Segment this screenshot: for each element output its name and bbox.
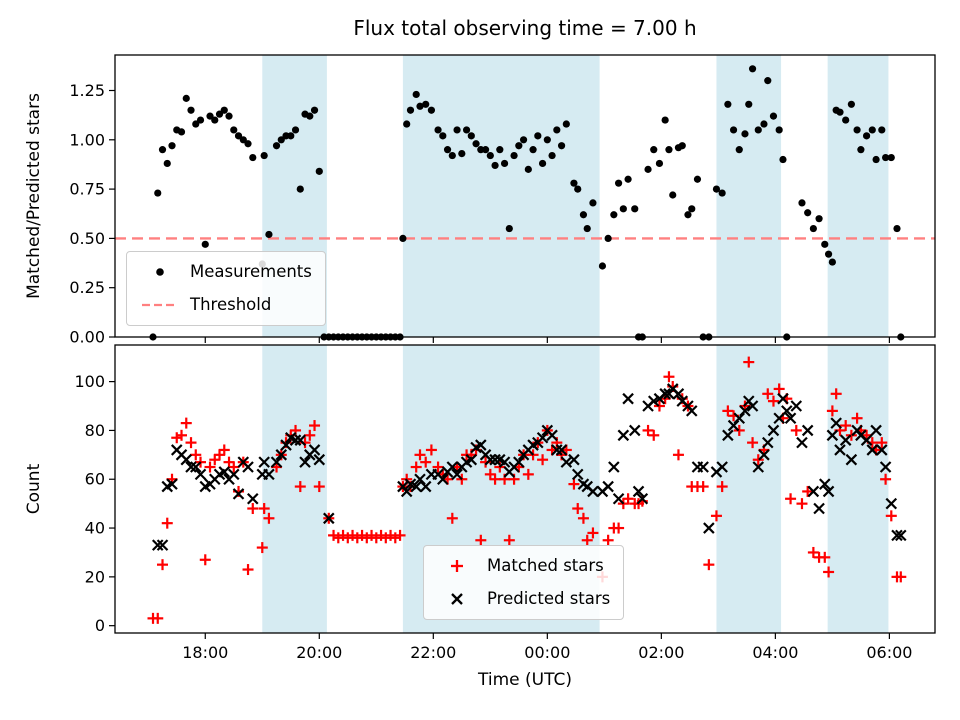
x-tick-label: 00:00 [524,643,570,662]
axes-spine [114,54,936,338]
night-shade-band [827,345,889,633]
legend-entry-matched-stars: Matched stars [437,555,610,577]
x-tick-label: 20:00 [296,643,342,662]
axes-spine [114,344,936,634]
series-predicted-stars [151,383,907,551]
night-shade-band [827,55,889,337]
night-shade-band [716,345,782,633]
night-shade-band [402,55,600,337]
y-tick-label: 1.25 [69,81,105,100]
threshold-dashed-line-icon [140,294,180,316]
y-tick-label: 20 [85,567,105,586]
predicted-cross-icon [437,588,477,610]
bottom-legend: Matched stars Predicted stars [423,545,625,620]
x-tick-label: 22:00 [410,643,456,662]
y-tick-label: 60 [85,470,105,489]
x-tick-label: 06:00 [866,643,912,662]
top-legend: Measurements Threshold [126,251,326,326]
legend-entry-predicted-stars: Predicted stars [437,588,610,610]
x-tick-label: 04:00 [752,643,798,662]
y-tick-label: 1.00 [69,130,105,149]
y-tick-label: 40 [85,519,105,538]
legend-entry-measurements: Measurements [140,261,312,283]
legend-label-predicted-stars: Predicted stars [487,588,611,608]
x-tick-label: 18:00 [182,643,228,662]
y-tick-label: 100 [74,372,105,391]
legend-label-measurements: Measurements [190,261,312,281]
y-tick-label: 0.50 [69,229,105,248]
y-tick-label: 0.25 [69,278,105,297]
night-shade-band [262,345,327,633]
legend-label-matched-stars: Matched stars [487,555,604,575]
legend-entry-threshold: Threshold [140,294,312,316]
series-measurements [149,65,905,341]
x-tick-label: 02:00 [638,643,684,662]
night-shade-band [716,55,782,337]
legend-label-threshold: Threshold [190,294,272,314]
y-tick-label: 0.75 [69,180,105,199]
y-tick-label: 0 [95,616,105,635]
plot-title: Flux total observing time = 7.00 h [353,16,697,40]
x-axis-label: Time (UTC) [478,670,572,690]
matched-plus-icon [437,555,477,577]
measurements-dot-icon [140,261,180,283]
y-tick-label: 0.00 [69,328,105,347]
bottom-y-axis-label: Count [24,463,44,515]
top-y-axis-label: Matched/Predicted stars [24,93,44,299]
y-tick-label: 80 [85,421,105,440]
